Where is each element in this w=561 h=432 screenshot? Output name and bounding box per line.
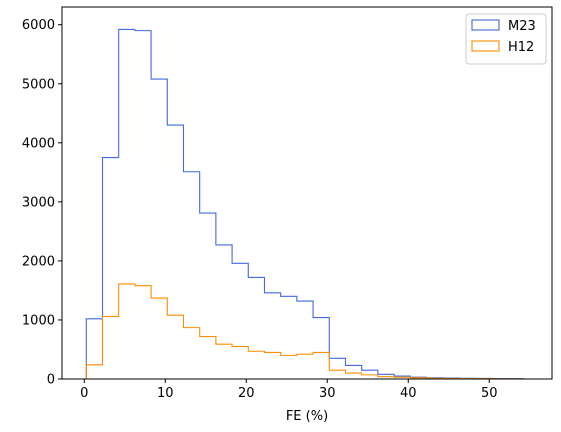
- series-h12-outline: [85, 283, 525, 380]
- legend-swatch-h12: [471, 40, 500, 52]
- x-tick-label: 0: [80, 386, 88, 401]
- y-tick-label: 3000: [22, 195, 55, 210]
- legend-swatch-m23: [471, 19, 500, 31]
- legend-label-m23: M23: [508, 19, 536, 34]
- legend-label-h12: H12: [508, 40, 534, 55]
- series-m23-outline: [85, 28, 525, 380]
- y-tick-label: 1000: [22, 313, 55, 328]
- y-tick-label: 5000: [22, 77, 55, 92]
- plot-series: [85, 28, 525, 380]
- plot-frame: [61, 6, 553, 380]
- x-tick-label: 40: [400, 386, 417, 401]
- x-tick-label: 30: [319, 386, 336, 401]
- x-tick-label: 50: [481, 386, 498, 401]
- x-tick-label: 20: [238, 386, 255, 401]
- y-tick-label: 0: [47, 373, 55, 388]
- y-axis: 0 1000 2000 3000 4000 5000 6000: [22, 18, 62, 388]
- y-tick-label: 6000: [22, 18, 55, 33]
- x-axis-label: FE (%): [286, 409, 328, 424]
- x-tick-label: 10: [157, 386, 174, 401]
- y-tick-label: 4000: [22, 136, 55, 151]
- x-axis: 0 10 20 30 40 50: [80, 379, 498, 401]
- y-tick-label: 2000: [22, 254, 55, 269]
